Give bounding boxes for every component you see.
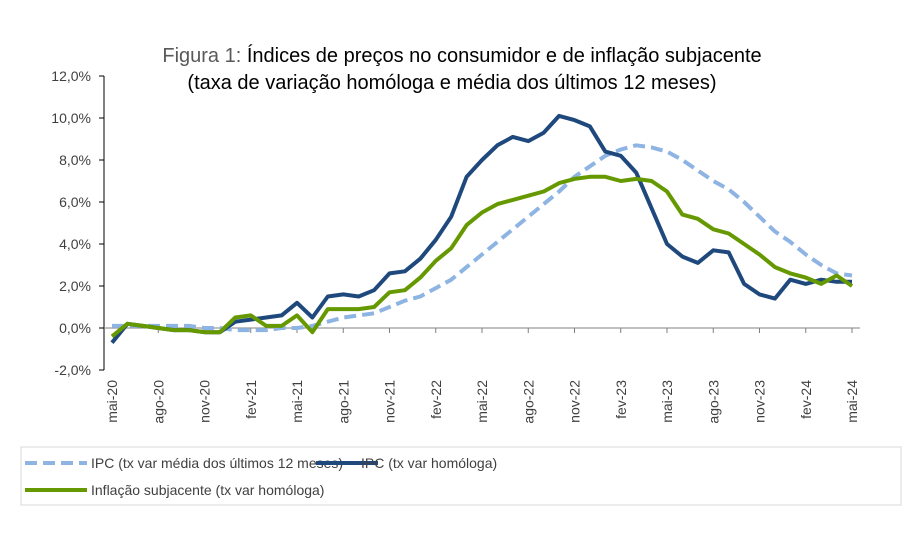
legend: IPC (tx var média dos últimos 12 meses) I…: [20, 446, 902, 506]
y-tick-label: 4,0%: [59, 236, 91, 252]
x-tick-label: fev-24: [798, 380, 814, 419]
series-line-1: [110, 113, 852, 344]
legend-label-1: IPC (tx var homóloga): [361, 455, 497, 471]
x-tick-label: nov-21: [382, 380, 398, 423]
x-tick-label: fev-21: [243, 380, 259, 419]
series-line-2: [110, 174, 854, 338]
x-tick-label: fev-23: [613, 380, 629, 419]
y-tick-label: 2,0%: [59, 278, 91, 294]
x-tick-label: ago-21: [335, 380, 351, 424]
y-tick-label: 0,0%: [59, 320, 91, 336]
x-tick-label: ago-23: [705, 380, 721, 424]
x-tick-label: ago-22: [520, 380, 536, 424]
x-axis: mai-20 ago-20 nov-20 fev-21 mai-21 ago-21 nov-…: [104, 328, 860, 424]
y-tick-label: 10,0%: [51, 110, 91, 126]
legend-label-2: Inflação subjacente (tx var homóloga): [91, 482, 324, 498]
x-tick-label: mai-23: [659, 380, 675, 423]
chart-title-main: Índices de preços no consumidor e de inf…: [247, 44, 762, 67]
x-tick-label: mai-20: [104, 380, 120, 423]
y-tick-label: 12,0%: [51, 68, 91, 84]
chart-title: Figura 1: Índices de preços no consumido…: [162, 44, 761, 67]
axes: [103, 76, 860, 370]
chart-subtitle: (taxa de variação homóloga e média dos ú…: [187, 72, 716, 94]
x-tick-label: mai-24: [844, 380, 860, 423]
y-axis: -2,0% 0,0% 2,0% 4,0% 6,0% 8,0% 10,0% 12,0%: [51, 68, 104, 378]
series-group: [110, 113, 854, 344]
chart-title-prefix: Figura 1:: [162, 45, 241, 67]
legend-box: [20, 446, 902, 506]
y-tick-label: 6,0%: [59, 194, 91, 210]
x-tick-label: nov-23: [752, 380, 768, 423]
x-tick-label: mai-22: [474, 380, 490, 423]
legend-label-0: IPC (tx var média dos últimos 12 meses): [91, 455, 343, 471]
y-tick-label: -2,0%: [54, 362, 91, 378]
x-tick-label: nov-22: [567, 380, 583, 423]
x-tick-label: fev-22: [428, 380, 444, 419]
x-tick-label: ago-20: [150, 380, 166, 424]
y-tick-label: 8,0%: [59, 152, 91, 168]
x-tick-label: nov-20: [197, 380, 213, 423]
series-line-0: [112, 143, 853, 333]
x-tick-label: mai-21: [289, 380, 305, 423]
